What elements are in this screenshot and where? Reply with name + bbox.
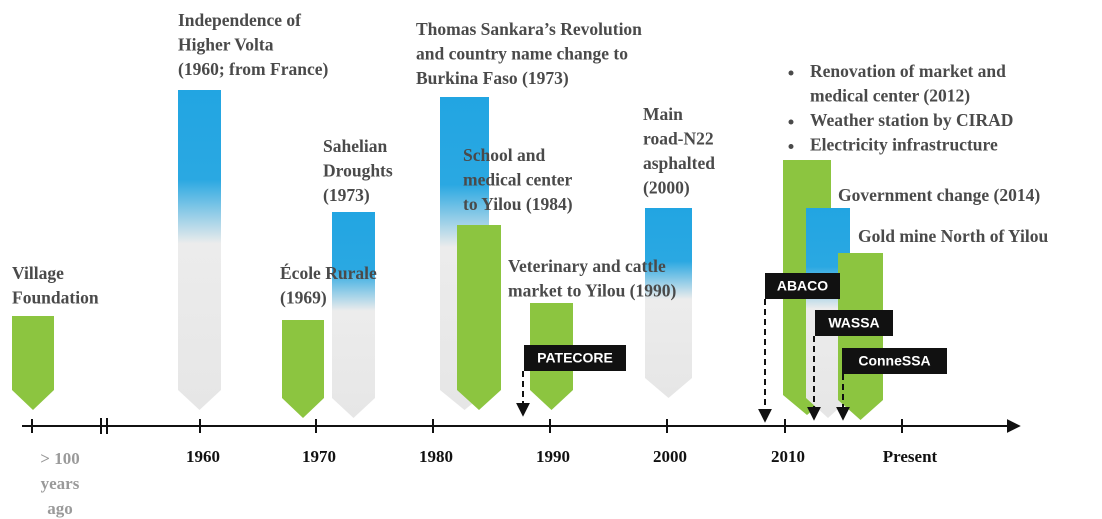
bullet <box>788 119 794 125</box>
axis-label: ago <box>47 499 73 518</box>
event-label: medical center <box>463 170 573 190</box>
bullet <box>788 144 794 149</box>
event-label: Higher Volta <box>178 35 274 55</box>
project-label: ABACO <box>777 278 828 294</box>
event-label: Main <box>643 104 683 124</box>
axis-label: 2000 <box>653 447 687 466</box>
blue-arrow <box>645 208 692 398</box>
event-label: (2000) <box>643 178 690 198</box>
axis-label: 1980 <box>419 447 453 466</box>
event-label: Renovation of market and <box>810 61 1006 81</box>
axis-label: 1990 <box>536 447 570 466</box>
green-arrow <box>838 253 883 420</box>
green-arrow <box>12 316 54 410</box>
event-label: road-N22 <box>643 129 714 149</box>
event-label: School and <box>463 145 545 165</box>
axis-label: Present <box>883 447 938 466</box>
axis-break <box>100 418 108 434</box>
axis-label: 2010 <box>771 447 805 466</box>
event-label: medical center (2012) <box>810 86 970 106</box>
project-box <box>524 345 626 371</box>
bullet <box>788 70 794 76</box>
event-label: (1960; from France) <box>178 59 328 79</box>
event-label: École Rurale <box>280 263 377 283</box>
event-label: and country name change to <box>416 44 628 64</box>
axis-label: 1970 <box>302 447 336 466</box>
project-label: PATECORE <box>537 350 613 366</box>
event-label: Government change (2014) <box>838 185 1040 205</box>
blue-arrow <box>332 212 375 418</box>
event-label: Gold mine North of Yilou <box>858 226 1049 246</box>
event-label: (1973) <box>323 185 370 205</box>
event-label: (1969) <box>280 288 327 308</box>
blue-arrow <box>178 90 221 410</box>
axis-label: years <box>41 474 80 493</box>
event-label: Electricity infrastructure <box>810 135 998 155</box>
event-label: to Yilou (1984) <box>463 194 573 214</box>
event-label: Foundation <box>12 288 99 308</box>
green-arrow <box>282 320 324 418</box>
event-label: Droughts <box>323 161 393 181</box>
event-label: Sahelian <box>323 136 387 156</box>
event-label: Veterinary and cattle <box>508 256 666 276</box>
project-box <box>765 273 840 299</box>
event-label: Independence of <box>178 10 301 30</box>
event-label: Burkina Faso (1973) <box>416 68 569 88</box>
axis-label: > 100 <box>40 449 79 468</box>
event-label: Village <box>12 263 64 283</box>
event-label: market to Yilou (1990) <box>508 281 676 301</box>
project-box <box>842 348 947 374</box>
event-label: asphalted <box>643 153 715 173</box>
axis-label: 1960 <box>186 447 220 466</box>
project-box <box>815 310 893 336</box>
green-arrow <box>457 225 501 410</box>
event-label: Thomas Sankara’s Revolution <box>416 19 642 39</box>
event-label: Weather station by CIRAD <box>810 110 1013 130</box>
project-label: ConneSSA <box>858 353 930 369</box>
project-label: WASSA <box>828 315 879 331</box>
